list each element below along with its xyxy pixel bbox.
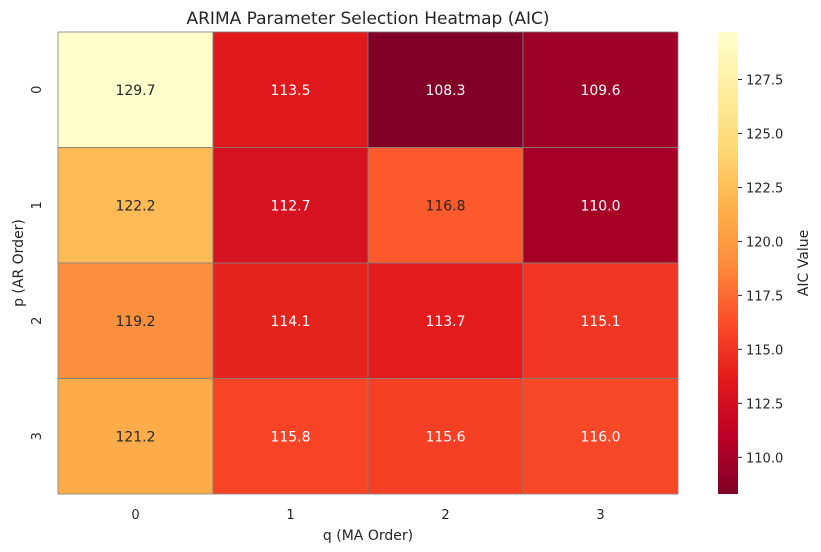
cell-value-label: 122.2	[115, 198, 155, 214]
x-tick-labels: 0 1 2 3	[131, 508, 604, 523]
cell-value-label: 116.0	[580, 429, 620, 445]
x-tick-label: 0	[131, 508, 139, 523]
cell-value-label: 113.5	[270, 83, 310, 99]
cell-value-label: 115.6	[425, 429, 465, 445]
heatmap-cells: 129.7 113.5 108.3 109.6 122.2 112.7 116.8 110.0…	[57, 31, 679, 495]
y-tick-label: 2	[30, 317, 45, 325]
heatmap-cell	[57, 31, 214, 148]
x-tick-label: 2	[441, 508, 449, 523]
heatmap-cell	[522, 147, 679, 264]
chart-title: ARIMA Parameter Selection Heatmap (AIC)	[186, 9, 549, 29]
colorbar-label: AIC Value	[796, 230, 812, 296]
colorbar-tick-label: 110.0	[746, 451, 783, 466]
cell-value-label: 108.3	[425, 83, 465, 99]
heatmap-cell	[57, 378, 214, 495]
colorbar-tick-label: 127.5	[746, 73, 783, 88]
x-tick-label: 3	[596, 508, 604, 523]
cell-value-label: 129.7	[115, 83, 155, 99]
cell-value-label: 115.8	[270, 429, 310, 445]
y-tick-label: 1	[30, 201, 45, 209]
cell-value-label: 112.7	[270, 198, 310, 214]
cell-value-label: 121.2	[115, 429, 155, 445]
colorbar-ticks: 110.0 112.5 115.0 117.5 120.0 122.5 125.0 127.5	[738, 73, 783, 466]
heatmap-cell	[212, 31, 369, 148]
y-tick-labels: 0 1 2 3	[30, 86, 45, 441]
y-tick-label: 0	[30, 86, 45, 94]
colorbar-tick-label: 112.5	[746, 397, 783, 412]
heatmap-cell	[367, 378, 524, 495]
heatmap-cell	[367, 147, 524, 264]
heatmap-cell	[522, 262, 679, 379]
cell-value-label: 110.0	[580, 198, 620, 214]
cell-value-label: 116.8	[425, 198, 465, 214]
heatmap-cell	[212, 378, 369, 495]
colorbar	[718, 32, 738, 494]
y-axis-label: p (AR Order)	[11, 219, 27, 307]
heatmap-cell	[57, 147, 214, 264]
heatmap-cell	[367, 31, 524, 148]
heatmap-cell	[212, 262, 369, 379]
colorbar-tick-label: 122.5	[746, 181, 783, 196]
heatmap-cell	[522, 378, 679, 495]
colorbar-tick-label: 120.0	[746, 235, 783, 250]
cell-value-label: 109.6	[580, 83, 620, 99]
colorbar-tick-label: 125.0	[746, 127, 783, 142]
heatmap-cell	[212, 147, 369, 264]
cell-value-label: 113.7	[425, 314, 465, 330]
cell-value-label: 115.1	[580, 314, 620, 330]
x-axis-label: q (MA Order)	[323, 528, 413, 544]
heatmap-cell	[522, 31, 679, 148]
cell-value-label: 114.1	[270, 314, 310, 330]
colorbar-tick-label: 117.5	[746, 289, 783, 304]
x-tick-label: 1	[286, 508, 294, 523]
cell-value-label: 119.2	[115, 314, 155, 330]
y-tick-label: 3	[30, 432, 45, 440]
colorbar-tick-label: 115.0	[746, 343, 783, 358]
